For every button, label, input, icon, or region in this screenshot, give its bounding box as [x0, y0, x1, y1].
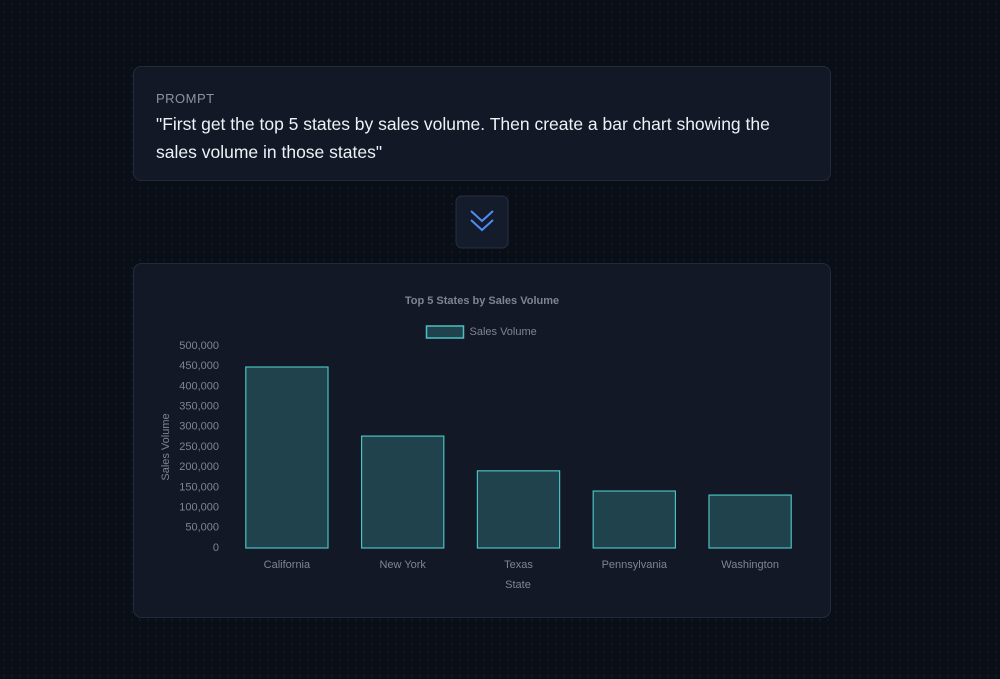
y-tick-label: 500,000 — [179, 340, 219, 352]
chart-title: Top 5 States by Sales Volume — [405, 295, 559, 307]
chevron-icon — [470, 210, 494, 232]
prompt-card: PROMPT "First get the top 5 states by sa… — [133, 66, 831, 181]
legend-label: Sales Volume — [470, 326, 537, 338]
y-tick-label: 150,000 — [179, 481, 219, 493]
y-tick-label: 350,000 — [179, 401, 219, 413]
x-tick-label: Washington — [721, 559, 779, 571]
y-tick-label: 200,000 — [179, 461, 219, 473]
y-tick-label: 450,000 — [179, 360, 219, 372]
y-axis-title: Sales Volume — [160, 413, 172, 480]
prompt-text: "First get the top 5 states by sales vol… — [156, 114, 770, 162]
y-tick-label: 0 — [213, 542, 219, 554]
y-tick-label: 250,000 — [179, 441, 219, 453]
x-axis-title: State — [505, 579, 531, 591]
y-tick-label: 400,000 — [179, 380, 219, 392]
bar — [708, 494, 792, 549]
bar — [245, 366, 329, 549]
y-tick-label: 300,000 — [179, 421, 219, 433]
x-tick-label: New York — [379, 559, 426, 571]
bar — [476, 470, 561, 549]
legend-swatch — [425, 325, 465, 339]
x-tick-label: California — [264, 559, 311, 571]
chart-card — [133, 263, 831, 618]
y-tick-label: 50,000 — [185, 522, 219, 534]
x-tick-label: Pennsylvania — [602, 559, 668, 571]
prompt-label: PROMPT — [156, 91, 215, 106]
x-tick-label: Texas — [504, 559, 533, 571]
bar — [592, 490, 677, 549]
bar — [360, 435, 445, 549]
y-tick-label: 100,000 — [179, 502, 219, 514]
